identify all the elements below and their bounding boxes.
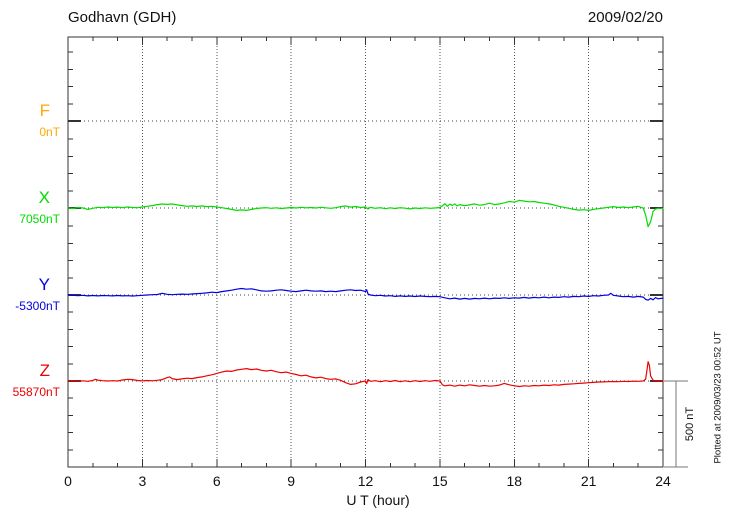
station-title: Godhavn (GDH): [68, 9, 177, 26]
x-axis-tick-label: 21: [580, 473, 597, 489]
series-baseline-value-Y: -5300nT: [15, 299, 60, 313]
x-axis-tick-label: 9: [287, 473, 296, 489]
x-axis-tick-label: 18: [506, 473, 523, 489]
hour-ticks: [92, 37, 639, 467]
x-axis-title: U T (hour): [346, 492, 410, 508]
x-axis-tick-label: 24: [655, 473, 671, 489]
vertical-gridlines: [141, 37, 590, 467]
scale-bar: [664, 380, 688, 468]
series-label-Z: Z: [39, 361, 50, 380]
series-label-X: X: [38, 188, 50, 207]
plot-date: 2009/02/20: [587, 9, 663, 26]
scale-bar-label: 500 nT: [684, 406, 696, 442]
x-axis-tick-label: 15: [432, 473, 448, 489]
trace-Z: [67, 361, 664, 388]
trace-Y: [67, 287, 664, 301]
series-baseline-value-F: 0nT: [39, 125, 60, 139]
x-axis-tick-label: 6: [212, 473, 221, 489]
plotted-at-note: Plotted at 2009/03/23 00:52 UT: [712, 331, 724, 464]
x-axis-tick-label: 12: [357, 473, 374, 489]
x-axis-tick-label: 0: [64, 473, 72, 489]
series-baseline-value-X: 7050nT: [19, 212, 60, 226]
trace-X: [67, 199, 664, 228]
series-label-F: F: [39, 101, 50, 120]
series-label-Y: Y: [38, 275, 50, 294]
series-baseline-value-Z: 55870nT: [12, 385, 60, 399]
x-axis-tick-label: 3: [138, 473, 147, 489]
plot-frame: [67, 36, 664, 468]
